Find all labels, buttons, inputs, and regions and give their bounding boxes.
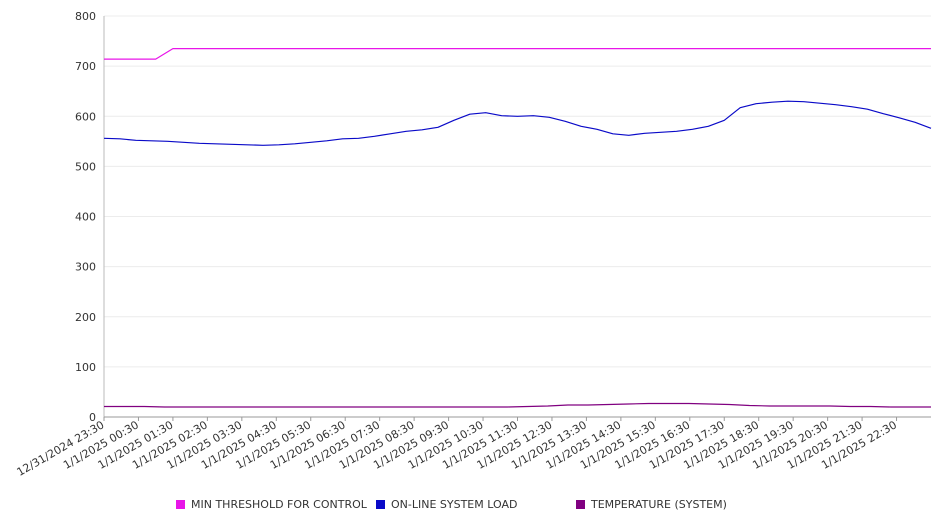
legend-label: MIN THRESHOLD FOR CONTROL — [191, 498, 367, 511]
y-tick-label: 200 — [75, 311, 96, 324]
y-tick-label: 700 — [75, 60, 96, 73]
y-tick-label: 300 — [75, 261, 96, 274]
legend-label: TEMPERATURE (SYSTEM) — [591, 498, 727, 511]
y-tick-label: 500 — [75, 160, 96, 173]
y-axis-ticks: 0 100 200 300 400 500 600 700 800 — [75, 10, 96, 424]
y-tick-label: 800 — [75, 10, 96, 23]
legend-swatch-temperature — [576, 499, 585, 509]
x-axis-ticks: 12/31/2024 23:301/1/2025 00:301/1/2025 0… — [15, 417, 899, 479]
y-tick-label: 400 — [75, 211, 96, 224]
y-tick-label: 100 — [75, 361, 96, 374]
y-tick-label: 0 — [89, 411, 96, 424]
series-line-1 — [103, 100, 932, 146]
legend-swatch-min-threshold — [176, 499, 185, 509]
series-line-0 — [104, 47, 931, 60]
legend-item-system-load[interactable]: ON-LINE SYSTEM LOAD — [376, 498, 517, 511]
legend-label: ON-LINE SYSTEM LOAD — [391, 498, 518, 511]
legend-item-temperature[interactable]: TEMPERATURE (SYSTEM) — [576, 498, 727, 511]
y-tick-label: 600 — [75, 110, 96, 123]
grid-lines — [104, 15, 931, 368]
series-lines — [103, 47, 932, 408]
legend-swatch-system-load — [376, 499, 385, 509]
series-line-2 — [104, 402, 931, 408]
legend-item-min-threshold[interactable]: MIN THRESHOLD FOR CONTROL — [176, 498, 367, 511]
